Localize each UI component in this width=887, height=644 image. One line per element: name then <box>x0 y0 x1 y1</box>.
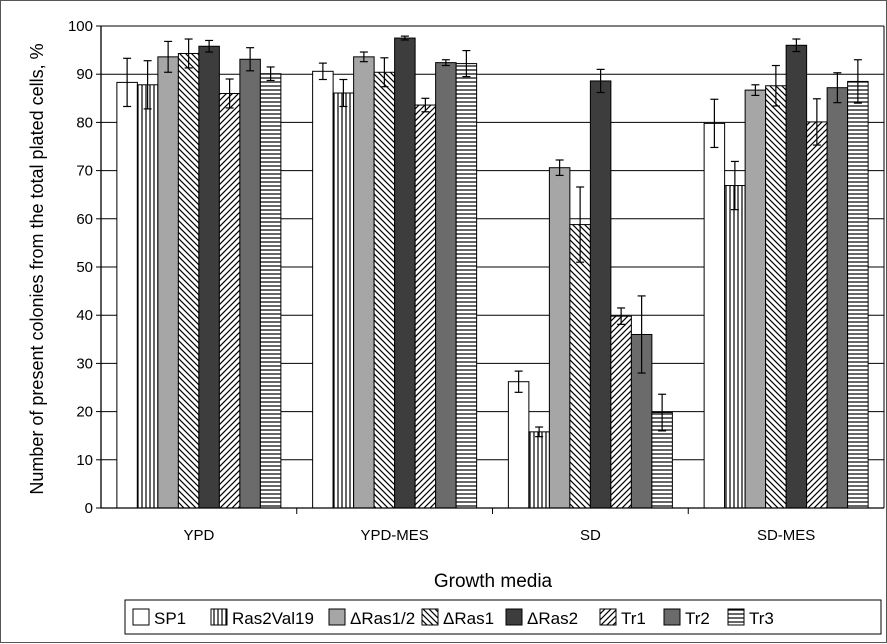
bar-Tr1 <box>414 104 437 509</box>
y-tick-label: 40 <box>76 307 93 324</box>
bar-ΔRas1 <box>765 85 787 509</box>
legend-swatch-Tr2 <box>663 608 681 626</box>
bar-ΔRas1/2 <box>744 89 767 509</box>
bar-Tr2 <box>826 87 849 509</box>
bar-ΔRas2 <box>785 44 808 509</box>
legend-swatch-SP1 <box>132 608 150 626</box>
bar-ΔRas1/2 <box>353 56 375 509</box>
bar-Tr3 <box>455 63 478 509</box>
bar-ΔRas1 <box>373 71 396 509</box>
legend-label-SP1: SP1 <box>154 609 186 628</box>
bar-SP1 <box>703 122 726 509</box>
legend-label-ΔRas2: ΔRas2 <box>527 609 578 628</box>
axes <box>100 26 885 514</box>
bar-Ras2Val19 <box>724 185 746 509</box>
bar-ΔRas1 <box>569 224 591 509</box>
legend-label-Tr1: Tr1 <box>621 609 646 628</box>
bar-Tr1 <box>610 315 632 509</box>
category-label: SD-MES <box>757 527 815 544</box>
y-tick-label: 80 <box>76 114 93 131</box>
y-tick-label: 0 <box>85 500 93 517</box>
x-category-labels: YPD YPD-MES SD SD-MES <box>183 527 815 544</box>
x-axis-label: Growth media <box>434 571 553 592</box>
y-tick-label: 50 <box>76 259 93 276</box>
legend-swatch-ΔRas1 <box>421 608 439 626</box>
y-tick-labels: 0 10 20 30 40 50 60 70 80 90 100 <box>68 18 93 517</box>
y-tick-label: 100 <box>68 18 93 35</box>
bar-SP1 <box>507 381 530 509</box>
bar-Ras2Val19 <box>332 92 355 509</box>
bar-Tr3 <box>847 80 869 509</box>
y-tick-label: 20 <box>76 404 93 421</box>
bars-group <box>116 37 869 509</box>
legend-label-ΔRas1/2: ΔRas1/2 <box>350 609 415 628</box>
y-tick-label: 70 <box>76 163 93 180</box>
y-tick-label: 10 <box>76 452 93 469</box>
legend-swatch-Tr3 <box>727 608 745 626</box>
bar-Tr3 <box>259 73 282 509</box>
category-label: SD <box>580 527 601 544</box>
bar-Tr1 <box>806 121 828 509</box>
legend-swatch-Ras2Val19 <box>210 608 228 626</box>
bar-ΔRas2 <box>198 45 220 509</box>
bar-ΔRas1 <box>177 52 200 509</box>
legend-swatch-Tr1 <box>599 608 617 626</box>
legend-label-Ras2Val19: Ras2Val19 <box>232 609 314 628</box>
bar-ΔRas1/2 <box>157 56 179 509</box>
legend-label-Tr3: Tr3 <box>749 609 774 628</box>
y-tick-label: 60 <box>76 211 93 228</box>
bar-ΔRas1/2 <box>548 167 571 509</box>
legend-swatch-ΔRas2 <box>505 608 523 626</box>
bar-Ras2Val19 <box>528 431 550 509</box>
bar-Tr2 <box>239 58 261 509</box>
category-label: YPD-MES <box>360 527 428 544</box>
legend-label-ΔRas1: ΔRas1 <box>443 609 494 628</box>
legend-label-Tr2: Tr2 <box>685 609 710 628</box>
legend: SP1 Ras2Val19 ΔRas1/2 ΔRas1 ΔRas2 Tr1 Tr2 Tr3 <box>124 599 882 635</box>
category-label: YPD <box>183 527 214 544</box>
bar-Tr1 <box>218 92 241 509</box>
bar-Tr2 <box>435 62 457 509</box>
bar-Ras2Val19 <box>136 84 159 509</box>
y-tick-label: 90 <box>76 66 93 83</box>
legend-swatch-ΔRas1/2 <box>328 608 346 626</box>
bar-ΔRas2 <box>589 80 612 509</box>
bar-ΔRas2 <box>394 37 416 509</box>
error-bars-group <box>123 35 862 438</box>
bar-SP1 <box>312 70 334 509</box>
y-tick-label: 30 <box>76 355 93 372</box>
bar-SP1 <box>116 81 138 509</box>
y-axis-label: Number of present colonies from the tota… <box>27 43 47 494</box>
legend-box <box>124 599 882 635</box>
